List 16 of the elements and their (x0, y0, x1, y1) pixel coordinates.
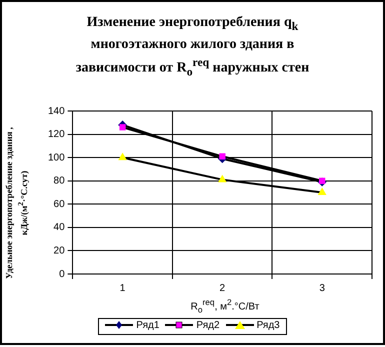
x-axis-title: R$_{o}$$^{req}$, м$^{2}$.°С/Вт (190, 297, 260, 314)
y-tick-label: 20 (54, 245, 66, 256)
legend-label: Ряд1 (136, 320, 160, 330)
legend-label: Ряд3 (256, 320, 280, 330)
y-tick-label: 40 (54, 222, 66, 234)
legend-label: Ряд2 (196, 320, 220, 330)
x-tick-label: 2 (220, 282, 226, 294)
y-tick-label: 0 (59, 268, 66, 280)
y-tick-label: 140 (48, 106, 66, 117)
y-tick-label: 60 (54, 198, 66, 210)
chart-title: Изменение энергопотребления q$_{k}$ многоэтажного жилого здания в зависимости от R$_{o}$$^{req}$ наружных стен (74, 14, 310, 80)
x-tick-label: 1 (120, 282, 126, 294)
y-tick-label: 80 (54, 176, 66, 187)
y-tick-label: 100 (48, 152, 66, 164)
x-tick-label: 3 (319, 282, 326, 294)
y-tick-label: 120 (48, 129, 66, 140)
